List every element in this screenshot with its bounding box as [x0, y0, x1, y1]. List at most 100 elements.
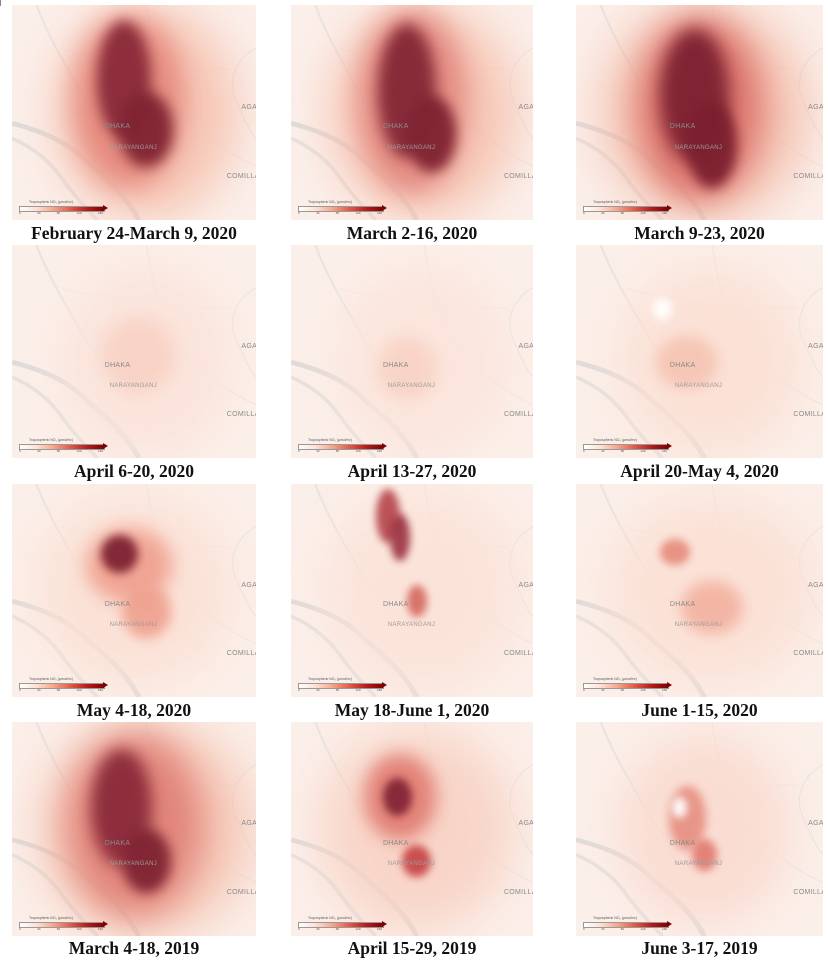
legend-arrow-icon — [103, 443, 108, 449]
legend-tick: 80 — [335, 688, 340, 692]
legend-tick: 0 — [298, 211, 300, 215]
map-label-comilla: COMILLA — [226, 888, 256, 896]
legend-tick: 120 — [640, 449, 646, 453]
map-label-comilla: COMILLA — [503, 172, 533, 180]
no2-map: DHAKA NARAYANGANJ COMILLA AGA Tropospheric N… — [576, 5, 823, 220]
legend-tick: 160 — [661, 927, 667, 931]
legend-title: Tropospheric NO₂ (µmol/m²) — [593, 200, 637, 204]
map-label-comilla: COMILLA — [793, 650, 823, 658]
map-label-narayanganj: NARAYANGANJ — [674, 144, 723, 151]
map-label-comilla: COMILLA — [793, 888, 823, 896]
no2-legend: Tropospheric NO₂ (µmol/m²) 0 40 80 120 160 — [296, 677, 388, 692]
legend-tick: 0 — [19, 449, 21, 453]
no2-concentration-blob — [687, 101, 737, 188]
legend-tick: 120 — [76, 449, 82, 453]
legend-tick: 160 — [661, 688, 667, 692]
no2-concentration-blob — [119, 92, 174, 168]
legend-ticks: 0 40 80 120 160 — [298, 211, 382, 215]
legend-tick: 120 — [640, 927, 646, 931]
legend-title: Tropospheric NO₂ (µmol/m²) — [29, 916, 73, 920]
legend-tick: 80 — [620, 211, 625, 215]
no2-map: DHAKA NARAYANGANJ COMILLA AGA Tropospheric N… — [291, 245, 533, 458]
no2-legend: Tropospheric NO₂ (µmol/m²) 0 40 80 120 160 — [581, 677, 673, 692]
map-label-narayanganj: NARAYANGANJ — [674, 622, 723, 629]
map-label-comilla: COMILLA — [503, 411, 533, 419]
legend-ticks: 0 40 80 120 160 — [19, 211, 103, 215]
legend-title: Tropospheric NO₂ (µmol/m²) — [308, 677, 352, 681]
legend-tick: 80 — [56, 688, 61, 692]
legend-tick: 40 — [37, 927, 41, 931]
no2-map: DHAKA NARAYANGANJ COMILLA AGA Tropospheric N… — [12, 5, 256, 220]
legend-tick: 0 — [19, 688, 21, 692]
legend-tick: 0 — [19, 211, 21, 215]
no2-map: DHAKA NARAYANGANJ COMILLA AGA Tropospheric N… — [576, 245, 823, 458]
map-label-agartala: AGA — [518, 581, 533, 589]
legend-tick: 160 — [376, 688, 382, 692]
legend-tick: 0 — [583, 449, 585, 453]
no2-legend: Tropospheric NO₂ (µmol/m²) 0 40 80 120 160 — [296, 916, 388, 931]
map-label-dhaka: DHAKA — [104, 601, 131, 609]
legend-tick: 160 — [376, 449, 382, 453]
no2-concentration-blob — [382, 777, 412, 817]
panel-caption: April 15-29, 2019 — [347, 938, 477, 958]
legend-tick: 0 — [298, 688, 300, 692]
map-label-comilla: COMILLA — [226, 650, 256, 658]
legend-ticks: 0 40 80 120 160 — [583, 449, 667, 453]
no2-legend: Tropospheric NO₂ (µmol/m²) 0 40 80 120 160 — [17, 916, 109, 931]
panel-caption: March 9-23, 2020 — [634, 223, 765, 243]
no2-legend: Tropospheric NO₂ (µmol/m²) 0 40 80 120 160 — [581, 438, 673, 453]
legend-tick: 120 — [640, 211, 646, 215]
legend-title: Tropospheric NO₂ (µmol/m²) — [308, 438, 352, 442]
legend-ticks: 0 40 80 120 160 — [19, 449, 103, 453]
legend-title: Tropospheric NO₂ (µmol/m²) — [593, 438, 637, 442]
legend-arrow-icon — [667, 921, 672, 927]
legend-tick: 80 — [335, 449, 340, 453]
map-label-dhaka: DHAKA — [669, 362, 696, 370]
map-label-narayanganj: NARAYANGANJ — [674, 861, 723, 868]
legend-title: Tropospheric NO₂ (µmol/m²) — [29, 438, 73, 442]
map-label-agartala: AGA — [808, 581, 823, 589]
no2-legend: Tropospheric NO₂ (µmol/m²) 0 40 80 120 160 — [17, 438, 109, 453]
map-label-agartala: AGA — [518, 103, 533, 111]
legend-arrow-icon — [382, 443, 387, 449]
legend-tick: 40 — [601, 211, 605, 215]
no2-concentration-blob — [680, 580, 743, 635]
map-label-dhaka: DHAKA — [382, 601, 409, 609]
panel-caption: February 24-March 9, 2020 — [31, 223, 237, 243]
legend-tick: 0 — [19, 927, 21, 931]
no2-concentration-blob — [659, 539, 690, 565]
no2-concentration-blob — [121, 585, 171, 639]
legend-tick: 160 — [97, 449, 103, 453]
legend-title: Tropospheric NO₂ (µmol/m²) — [308, 200, 352, 204]
legend-tick: 160 — [97, 211, 103, 215]
map-label-narayanganj: NARAYANGANJ — [387, 144, 436, 151]
map-label-narayanganj: NARAYANGANJ — [109, 383, 158, 390]
legend-arrow-icon — [667, 682, 672, 688]
map-label-agartala: AGA — [808, 342, 823, 350]
legend-tick: 40 — [316, 449, 320, 453]
panel-caption: April 13-27, 2020 — [347, 461, 477, 481]
map-label-dhaka: DHAKA — [104, 839, 131, 847]
legend-tick: 40 — [601, 927, 605, 931]
panel-caption: April 20-May 4, 2020 — [620, 461, 779, 481]
no2-map: DHAKA NARAYANGANJ COMILLA AGA Tropospheric N… — [291, 5, 533, 220]
map-label-comilla: COMILLA — [226, 411, 256, 419]
legend-tick: 80 — [620, 688, 625, 692]
legend-tick: 80 — [335, 927, 340, 931]
map-label-narayanganj: NARAYANGANJ — [109, 622, 158, 629]
legend-arrow-icon — [382, 921, 387, 927]
map-label-agartala: AGA — [241, 820, 256, 828]
legend-title: Tropospheric NO₂ (µmol/m²) — [593, 677, 637, 681]
legend-tick: 80 — [56, 449, 61, 453]
no2-concentration-blob — [402, 845, 432, 878]
no2-legend: Tropospheric NO₂ (µmol/m²) 0 40 80 120 160 — [17, 677, 109, 692]
no2-concentration-blob — [407, 585, 427, 618]
map-label-narayanganj: NARAYANGANJ — [109, 861, 158, 868]
legend-tick: 120 — [355, 449, 361, 453]
legend-tick: 80 — [335, 211, 340, 215]
panel-caption: June 1-15, 2020 — [641, 700, 758, 720]
map-label-dhaka: DHAKA — [382, 839, 409, 847]
map-label-agartala: AGA — [241, 342, 256, 350]
legend-ticks: 0 40 80 120 160 — [583, 688, 667, 692]
panel-caption: May 18-June 1, 2020 — [334, 700, 490, 720]
